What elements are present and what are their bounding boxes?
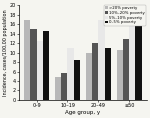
Bar bbox=[55, 77, 61, 100]
Bar bbox=[37, 41, 43, 100]
Bar bbox=[92, 43, 98, 100]
Bar bbox=[86, 53, 92, 100]
Bar bbox=[30, 29, 37, 100]
Bar bbox=[135, 10, 142, 100]
Bar bbox=[24, 20, 30, 100]
Bar bbox=[74, 60, 80, 100]
Bar bbox=[123, 39, 129, 100]
Bar bbox=[43, 32, 49, 100]
X-axis label: Age group, y: Age group, y bbox=[65, 110, 101, 115]
Bar bbox=[68, 48, 74, 100]
Bar bbox=[105, 48, 111, 100]
Bar bbox=[61, 73, 68, 100]
Bar bbox=[117, 50, 123, 100]
Bar bbox=[98, 20, 105, 100]
Y-axis label: Incidence, cases/100,00 population: Incidence, cases/100,00 population bbox=[3, 9, 8, 96]
Legend: >20% poverty, 10%–20% poverty, 5%–10% poverty, 0–5% poverty: >20% poverty, 10%–20% poverty, 5%–10% po… bbox=[104, 5, 146, 26]
Bar bbox=[129, 20, 135, 100]
